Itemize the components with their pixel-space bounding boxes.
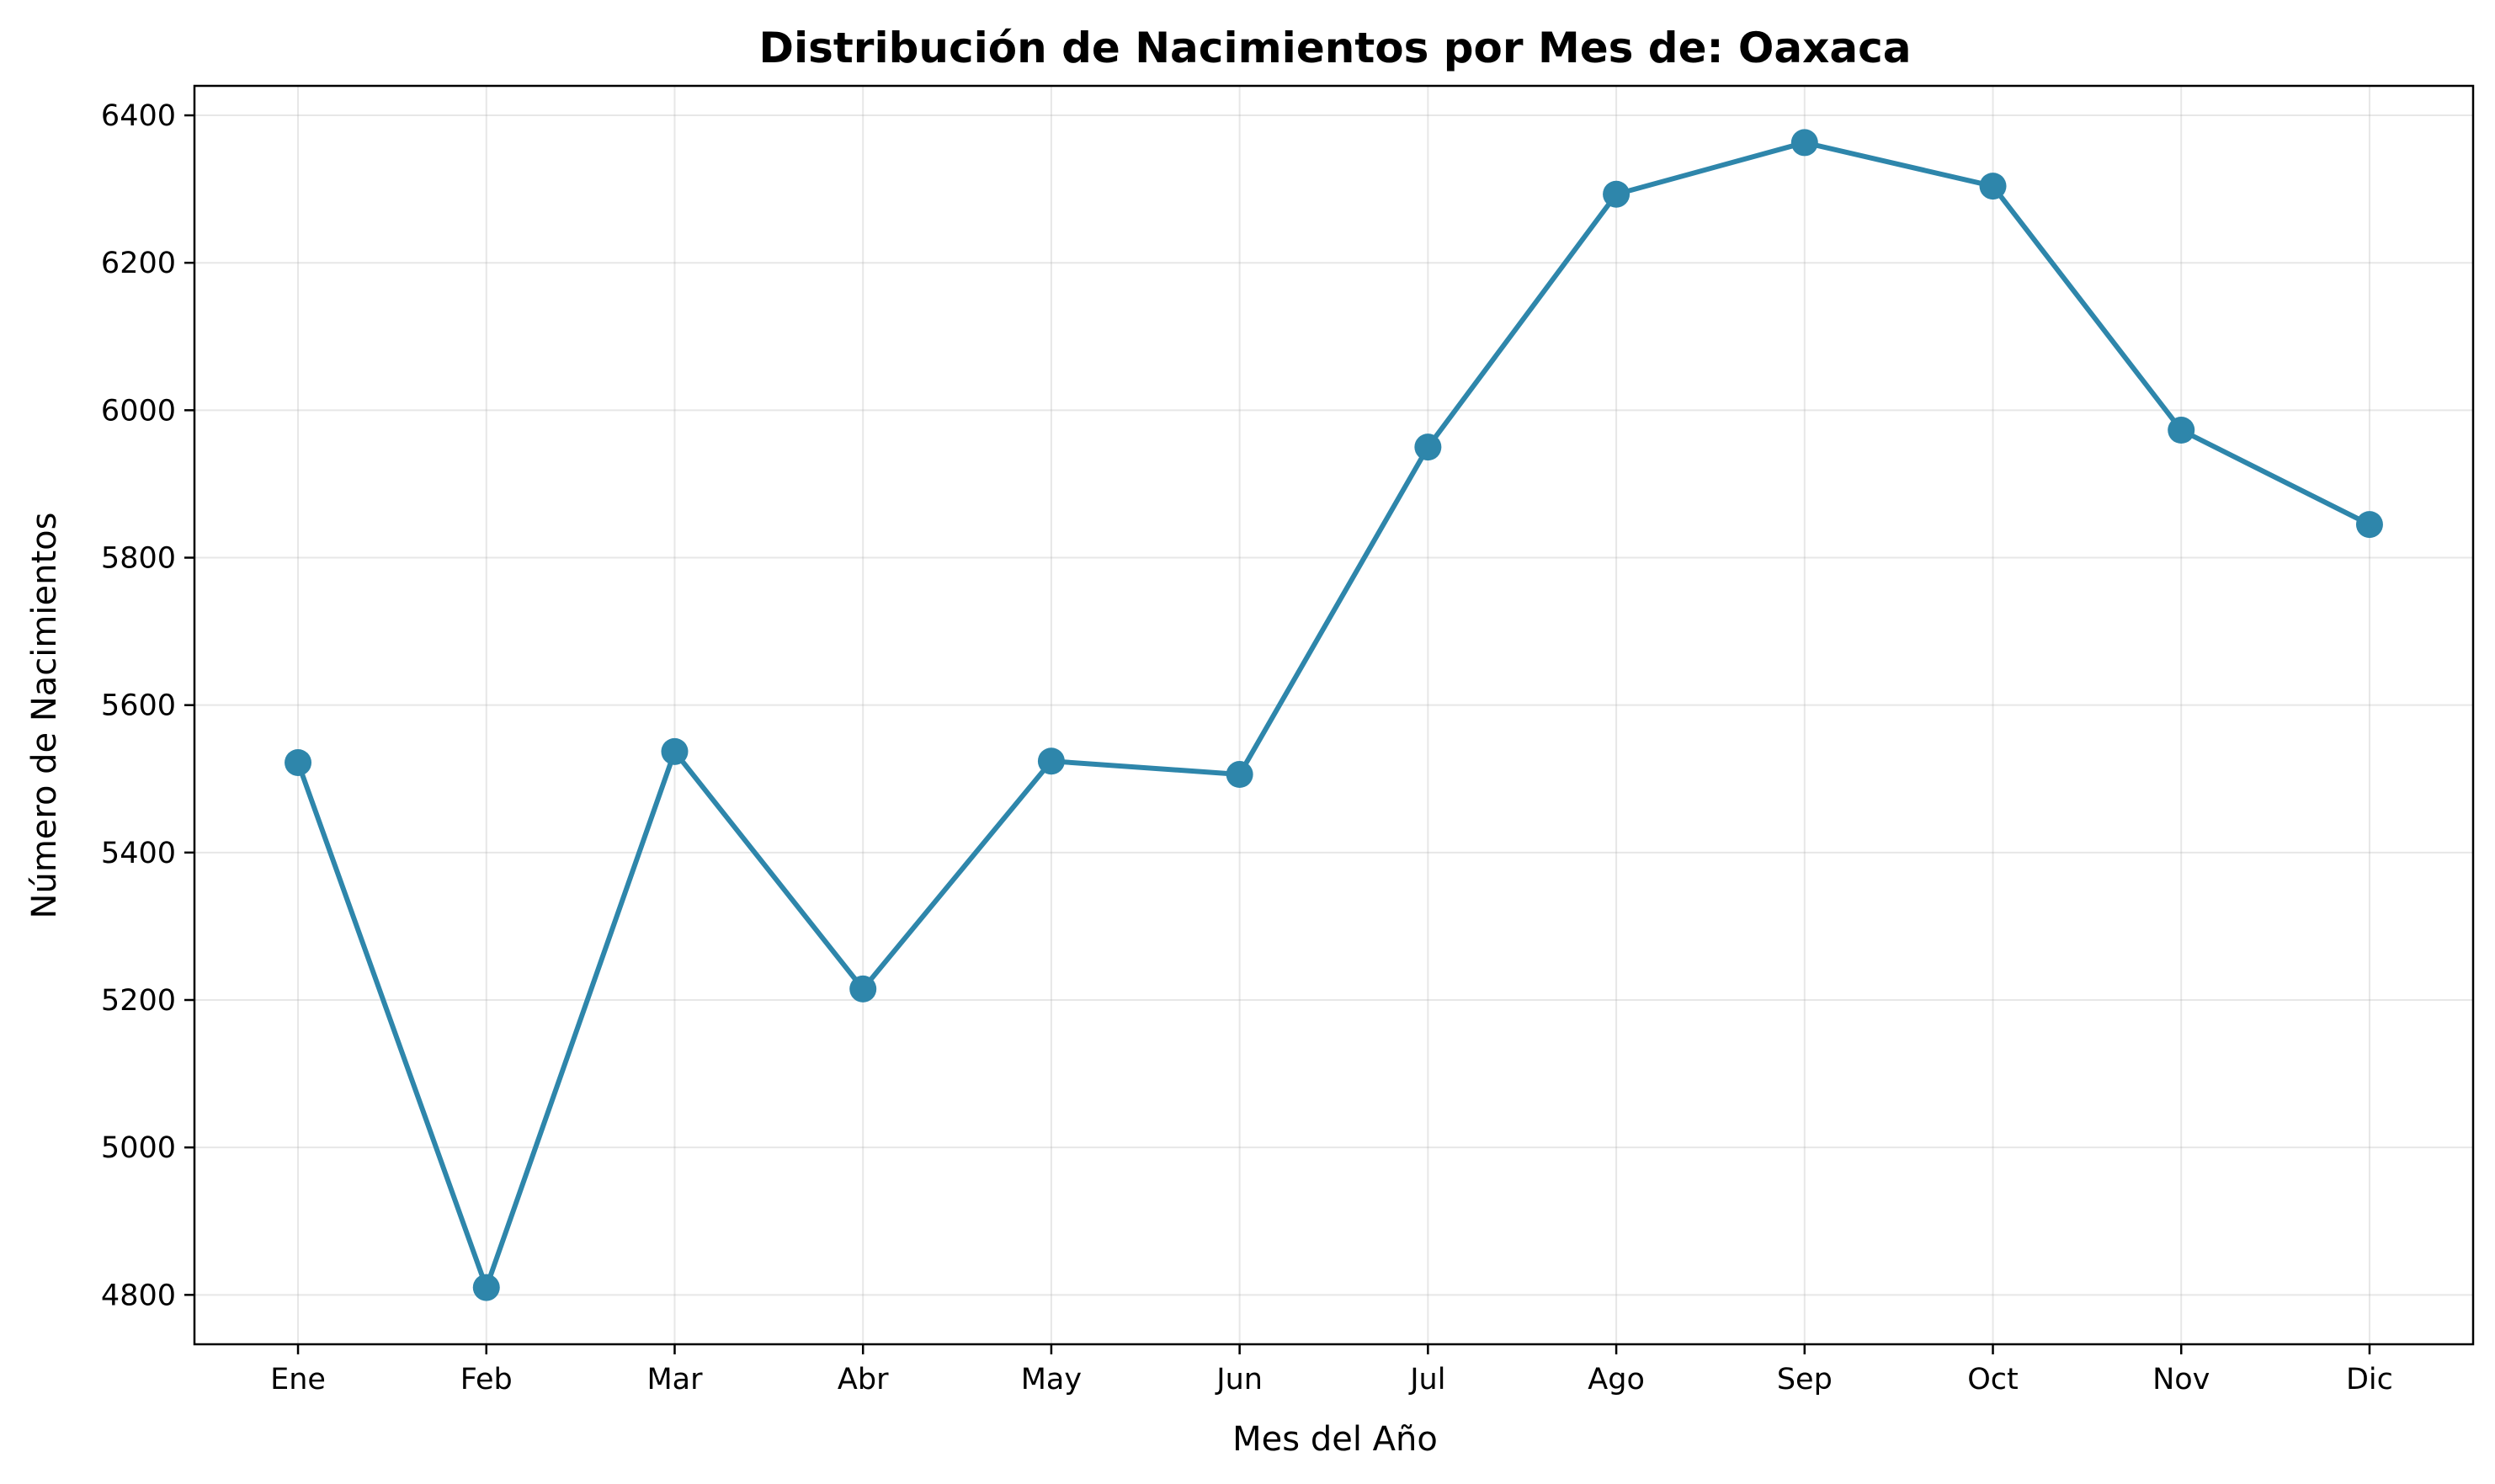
y-tick-label: 4800 (101, 1279, 176, 1312)
y-tick-label: 5600 (101, 689, 176, 723)
x-tick-label: May (1021, 1363, 1082, 1396)
x-tick-label: Ene (270, 1363, 326, 1396)
x-tick-label: Oct (1967, 1363, 2019, 1396)
data-points (285, 129, 2383, 1301)
y-tick-label: 6000 (101, 394, 176, 428)
x-tick-label: Mar (646, 1363, 703, 1396)
x-tick-label: Abr (838, 1363, 889, 1396)
data-point (849, 975, 877, 1003)
x-tick-label: Feb (460, 1363, 513, 1396)
x-tick-label: Ago (1588, 1363, 1645, 1396)
x-tick-label: Jun (1215, 1363, 1263, 1396)
x-tick-label: Jul (1408, 1363, 1445, 1396)
data-point (661, 737, 689, 765)
data-point (2355, 511, 2383, 539)
y-tick-label: 5800 (101, 542, 176, 576)
plot-area-frame (193, 84, 2475, 1346)
series-line-layer (295, 140, 2371, 1290)
grid-lines (194, 86, 2473, 1344)
x-axis-label: Mes del Año (1232, 1420, 1438, 1459)
x-tick-label: Sep (1777, 1363, 1833, 1396)
y-tick-label: 5000 (101, 1131, 176, 1165)
data-point (472, 1274, 500, 1301)
y-tick-label: 6200 (101, 247, 176, 280)
x-tick-label: Dic (2346, 1363, 2393, 1396)
x-axis-ticks: Ene Feb Mar Abr May Jun Jul Ago Sep Oct Nov Dic (270, 1344, 2393, 1396)
series-line (295, 140, 2371, 1290)
data-point (1979, 173, 2007, 200)
data-point (285, 748, 312, 776)
data-point (1790, 129, 1818, 157)
chart-title: Distribución de Nacimientos por Mes de: … (758, 24, 1911, 72)
data-point (1226, 761, 1253, 789)
y-tick-label: 5400 (101, 837, 176, 870)
y-tick-label: 6400 (101, 99, 176, 133)
data-point (1414, 433, 1442, 461)
data-point (2168, 417, 2195, 444)
x-tick-label: Nov (2152, 1363, 2210, 1396)
data-point (1037, 747, 1065, 775)
y-tick-label: 5200 (101, 984, 176, 1018)
y-axis-label: Número de Nacimientos (25, 513, 64, 919)
y-axis-ticks: 4800 5000 5200 5400 5600 5800 6000 6200 6400 (101, 99, 194, 1312)
data-point (1603, 180, 1631, 208)
